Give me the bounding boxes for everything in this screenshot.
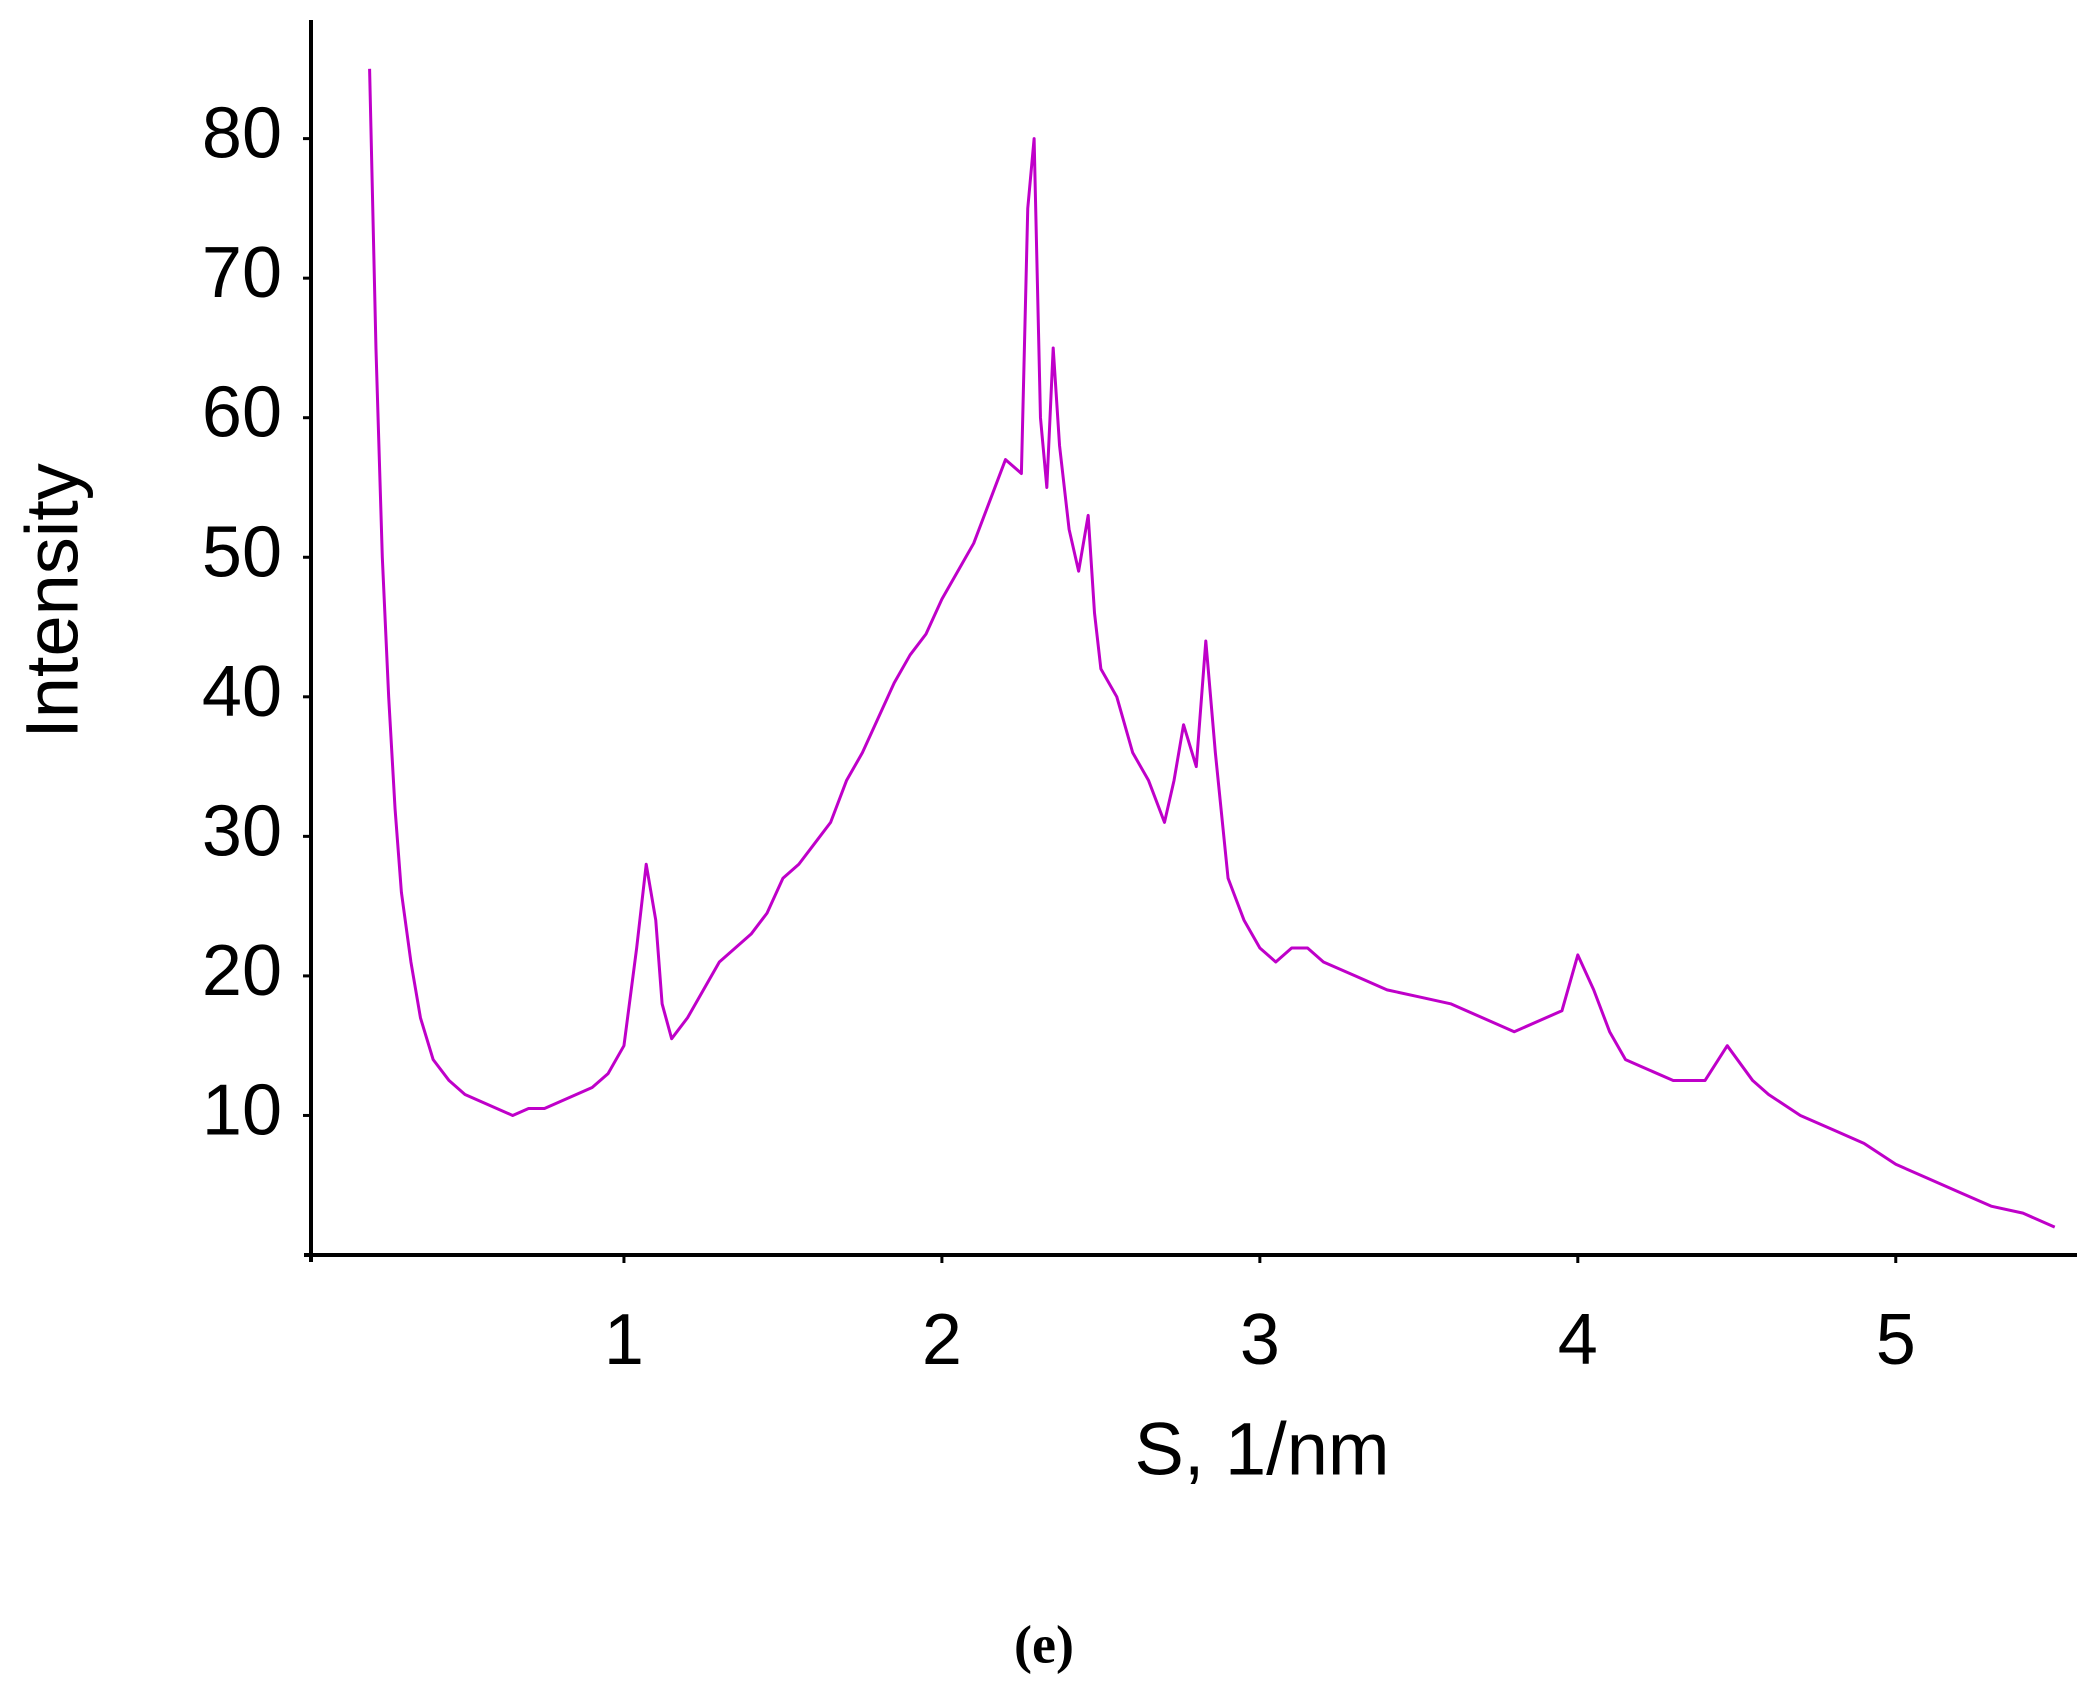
x-tick-label: 3 [1240, 1300, 1280, 1380]
caption: (e) [1014, 1614, 1074, 1674]
y-tick-label: 10 [202, 1070, 282, 1150]
y-tick-label: 40 [202, 652, 282, 732]
y-tick-label: 20 [202, 931, 282, 1011]
y-axis-title: Intensity [11, 463, 94, 739]
y-tick-label: 50 [202, 512, 282, 592]
x-tick-label: 4 [1558, 1300, 1598, 1380]
y-tick-label: 70 [202, 233, 282, 313]
x-axis-title: S, 1/nm [1135, 1408, 1390, 1491]
x-tick-label: 1 [604, 1300, 644, 1380]
y-tick-label: 60 [202, 373, 282, 453]
x-tick-label: 5 [1876, 1300, 1916, 1380]
data-line [368, 68, 2056, 1229]
y-tick-label: 80 [202, 94, 282, 174]
x-tick-label: 2 [922, 1300, 962, 1380]
y-tick-label: 30 [202, 791, 282, 871]
